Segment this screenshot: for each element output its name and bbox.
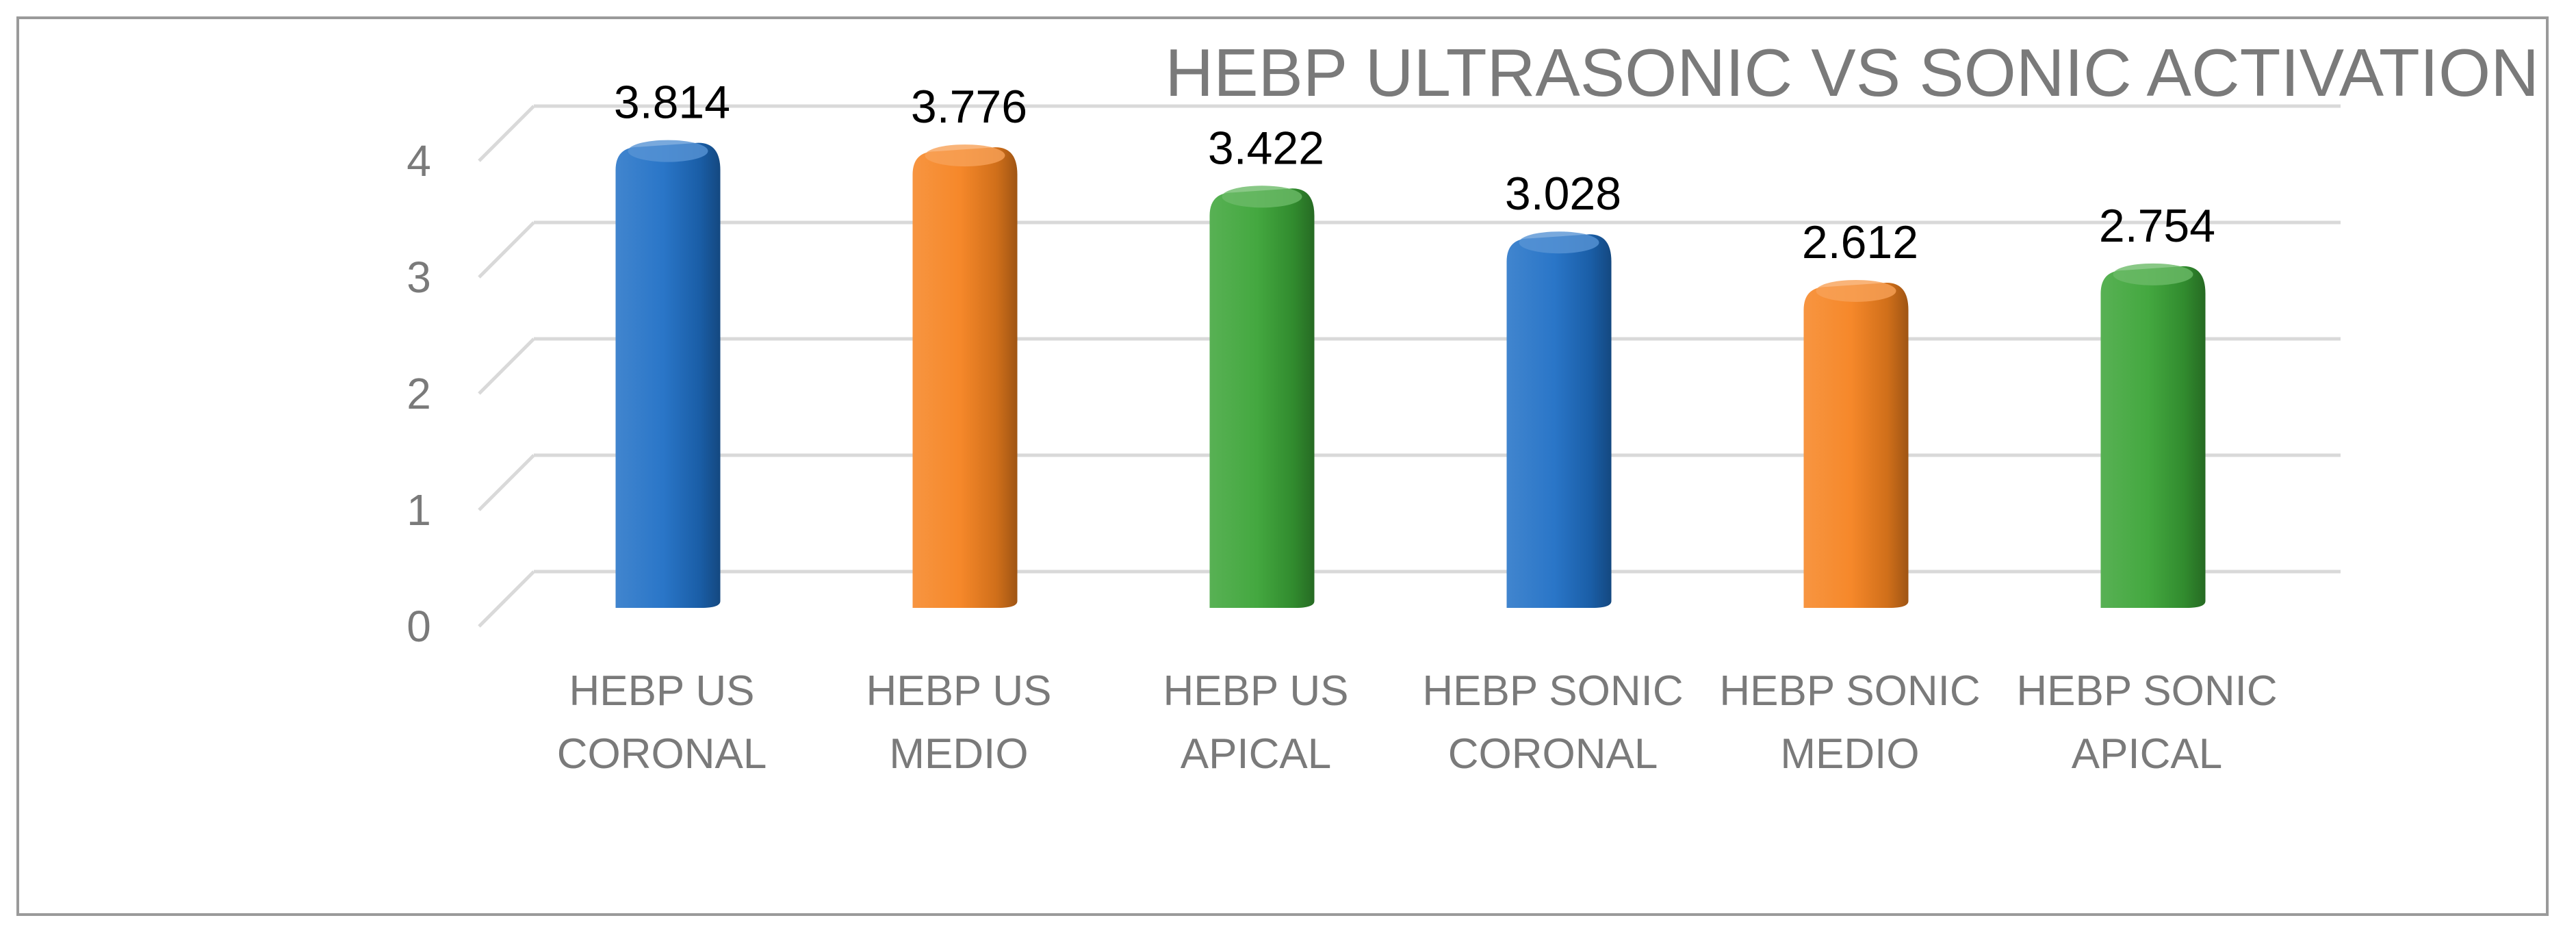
bar-cap <box>1816 279 1896 302</box>
x-axis-ticks: HEBP US CORONAL HEBP US MEDIO HEBP US APICAL H… <box>557 667 2278 778</box>
bar-body <box>2100 266 2206 608</box>
x-tick-label: HEBP US CORONAL <box>557 667 767 778</box>
x-tick-label: HEBP US APICAL <box>1163 667 1348 778</box>
gridline-depth-4 <box>478 105 535 162</box>
y-tick-label: 0 <box>407 602 431 651</box>
x-tick-label: HEBP US MEDIO <box>866 667 1051 778</box>
x-tick-label: HEBP SONIC CORONAL <box>1422 667 1683 778</box>
bar <box>1209 186 1315 608</box>
bar <box>615 140 721 608</box>
gridlines <box>478 104 2341 628</box>
data-label: 3.814 <box>614 77 730 129</box>
bar <box>1506 231 1612 608</box>
x-tick-label: HEBP SONIC APICAL <box>2016 667 2277 778</box>
gridline-depth-3 <box>478 221 535 279</box>
bar-body <box>912 147 1018 608</box>
bar <box>912 144 1018 608</box>
bar-cap <box>2113 263 2193 285</box>
bar-body <box>615 142 721 608</box>
gridline-depth-1 <box>478 454 535 511</box>
data-label: 2.754 <box>2099 200 2215 252</box>
bar <box>1803 279 1909 608</box>
bar-body <box>1209 188 1315 608</box>
data-label: 3.776 <box>911 81 1027 133</box>
bar-cap <box>1519 231 1599 254</box>
bar-body <box>1803 282 1909 608</box>
y-tick-label: 4 <box>407 136 431 186</box>
x-tick-label: HEBP SONIC MEDIO <box>1719 667 1980 778</box>
data-label: 2.612 <box>1802 216 1918 268</box>
bar-body <box>1506 234 1612 608</box>
data-label: 3.028 <box>1505 168 1621 220</box>
y-tick-label: 3 <box>407 253 431 302</box>
gridline-depth-0 <box>478 570 535 628</box>
y-tick-label: 2 <box>407 369 431 418</box>
bar <box>2100 263 2206 608</box>
data-label: 3.422 <box>1208 122 1324 174</box>
gridline-depth-2 <box>478 337 535 395</box>
y-tick-label: 1 <box>407 485 431 535</box>
bars <box>615 140 2206 608</box>
chart-title: HEBP ULTRASONIC VS SONIC ACTIVATION <box>1165 35 2539 110</box>
bar-cap <box>628 140 708 162</box>
data-labels: 3.814 3.776 3.422 3.028 2.612 2.754 <box>614 77 2215 268</box>
y-axis-ticks: 0 1 2 3 4 <box>407 136 431 651</box>
bar-cap <box>925 144 1005 167</box>
bar-cap <box>1222 186 1302 208</box>
